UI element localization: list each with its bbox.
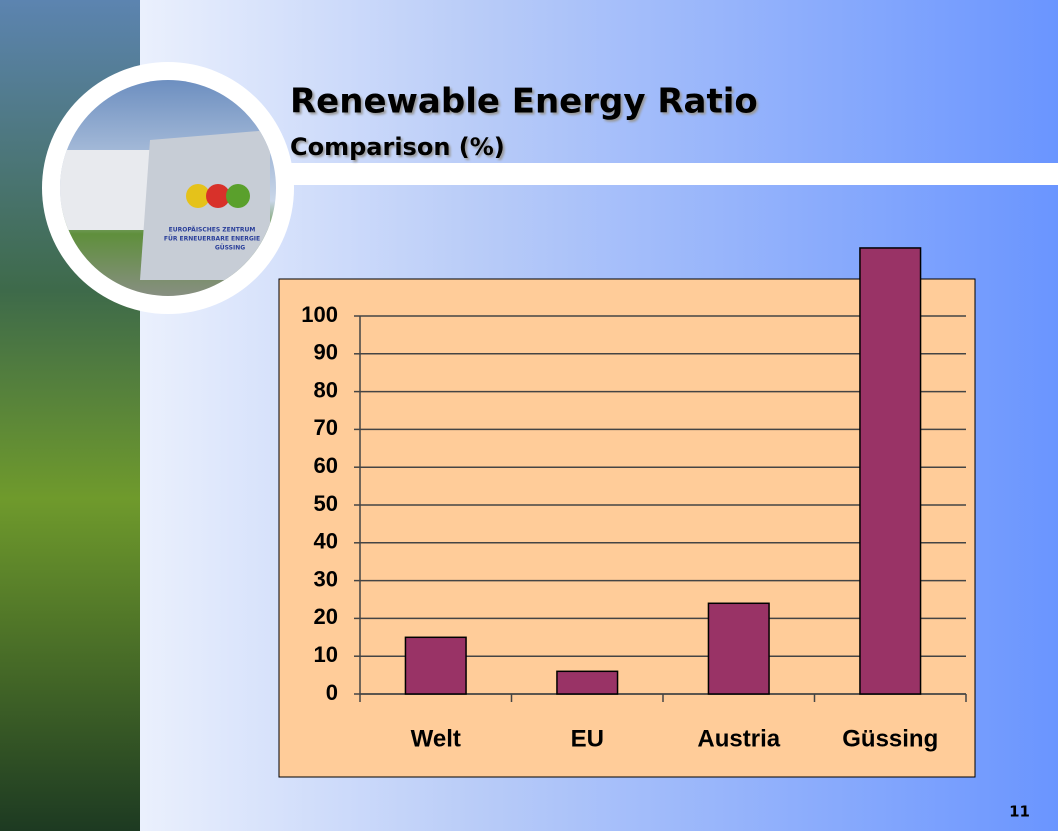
x-tick-label: Güssing [842, 725, 938, 752]
y-tick-label: 80 [314, 377, 338, 402]
x-tick-label: Welt [411, 725, 461, 752]
slide-title: Renewable Energy Ratio [290, 82, 758, 122]
y-tick-label: 90 [314, 340, 338, 365]
y-tick-label: 0 [326, 680, 338, 705]
y-tick-label: 60 [314, 453, 338, 478]
y-tick-label: 20 [314, 604, 338, 629]
building [60, 150, 160, 230]
x-tick-label: EU [571, 725, 604, 752]
y-tick-label: 30 [314, 566, 338, 591]
logo-text: GÜSSING [215, 245, 245, 252]
photo: EUROPÄISCHES ZENTRUM FÜR ERNEUERBARE ENE… [60, 80, 276, 296]
bar [404, 636, 467, 695]
bar [707, 602, 770, 695]
page-number: 11 [1009, 803, 1030, 821]
x-tick-label: Austria [697, 725, 780, 752]
title-band [270, 163, 1058, 185]
logo-dot [226, 184, 250, 208]
slide-subtitle: Comparison (%) [290, 133, 505, 161]
y-tick-label: 50 [314, 491, 338, 516]
y-tick-label: 10 [314, 642, 338, 667]
logo-dot [186, 184, 210, 208]
logo-text: FÜR ERNEUERBARE ENERGIE [164, 236, 260, 243]
y-tick-label: 70 [314, 415, 338, 440]
bar [556, 670, 619, 695]
logo-dot [206, 184, 230, 208]
y-tick-label: 100 [301, 302, 338, 327]
logo-text: EUROPÄISCHES ZENTRUM [169, 227, 256, 234]
y-tick-label: 40 [314, 529, 338, 554]
bar [859, 247, 922, 695]
